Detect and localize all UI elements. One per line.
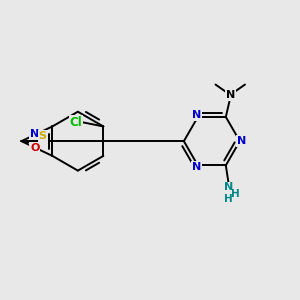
- Text: Cl: Cl: [70, 116, 83, 128]
- Text: H: H: [231, 189, 240, 199]
- Text: S: S: [39, 131, 46, 141]
- Text: N: N: [224, 182, 233, 193]
- Text: O: O: [30, 143, 40, 153]
- Text: N: N: [192, 162, 201, 172]
- Text: H: H: [224, 194, 233, 204]
- Text: N: N: [237, 136, 246, 146]
- Text: N: N: [30, 129, 39, 139]
- Text: N: N: [226, 90, 235, 100]
- Text: N: N: [192, 110, 201, 121]
